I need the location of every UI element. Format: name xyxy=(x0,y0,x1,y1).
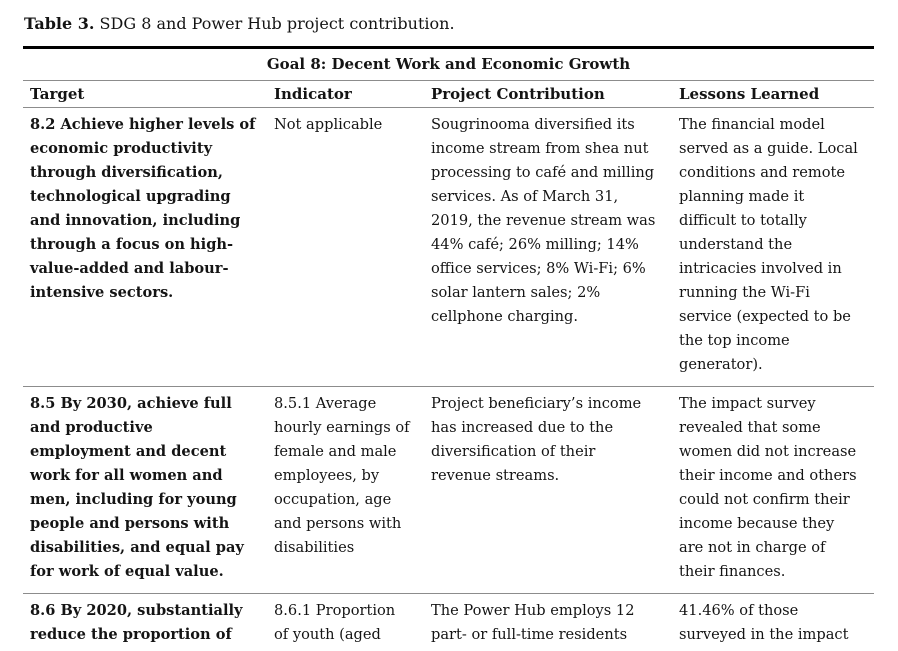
sdg8-contribution-table: Goal 8: Decent Work and Economic Growth … xyxy=(23,46,875,651)
cell-target: 8.5 By 2030, achieve full and productive… xyxy=(23,386,267,594)
cell-indicator: 8.5.1 Average hourly earnings of female … xyxy=(267,386,424,594)
column-header-project-contribution: Project Contribution xyxy=(424,80,672,108)
table-row: 8.2 Achieve higher levels of economic pr… xyxy=(23,107,875,387)
column-header-lessons-learned: Lessons Learned xyxy=(672,80,875,108)
cell-lessons-learned: The financial model served as a guide. L… xyxy=(672,107,875,387)
table-caption: Table 3. SDG 8 and Power Hub project con… xyxy=(24,13,898,35)
cell-project-contribution: The Power Hub employs 12 part- or full-t… xyxy=(431,602,635,651)
column-header-target: Target xyxy=(23,80,267,108)
group-header-row: Goal 8: Decent Work and Economic Growth xyxy=(23,47,875,81)
cell-lessons-learned: 41.46% of those surveyed in the impact a… xyxy=(679,602,849,651)
cell-target: 8.6 By 2020, substantially reduce the pr… xyxy=(30,602,243,651)
group-header-goal8: Goal 8: Decent Work and Economic Growth xyxy=(23,47,875,81)
cell-project-contribution: Sougrinooma diversified its income strea… xyxy=(424,107,672,387)
column-header-indicator: Indicator xyxy=(267,80,424,108)
cell-indicator: Not applicable xyxy=(267,107,424,387)
table-row: 8.6 By 2020, substantially reduce the pr… xyxy=(23,594,874,651)
cell-indicator: 8.6.1 Proportion of youth (aged 15–24 ye… xyxy=(274,602,398,651)
cell-project-contribution: Project beneficiary’s income has increas… xyxy=(424,386,672,594)
cell-lessons-learned: The impact survey revealed that some wom… xyxy=(672,386,875,594)
table-caption-label: Table 3. xyxy=(24,14,95,33)
cell-target: 8.2 Achieve higher levels of economic pr… xyxy=(23,107,267,387)
table-caption-text: SDG 8 and Power Hub project contribution… xyxy=(94,14,455,33)
column-header-row: Target Indicator Project Contribution Le… xyxy=(23,80,875,108)
table-row: 8.5 By 2030, achieve full and productive… xyxy=(23,386,875,594)
